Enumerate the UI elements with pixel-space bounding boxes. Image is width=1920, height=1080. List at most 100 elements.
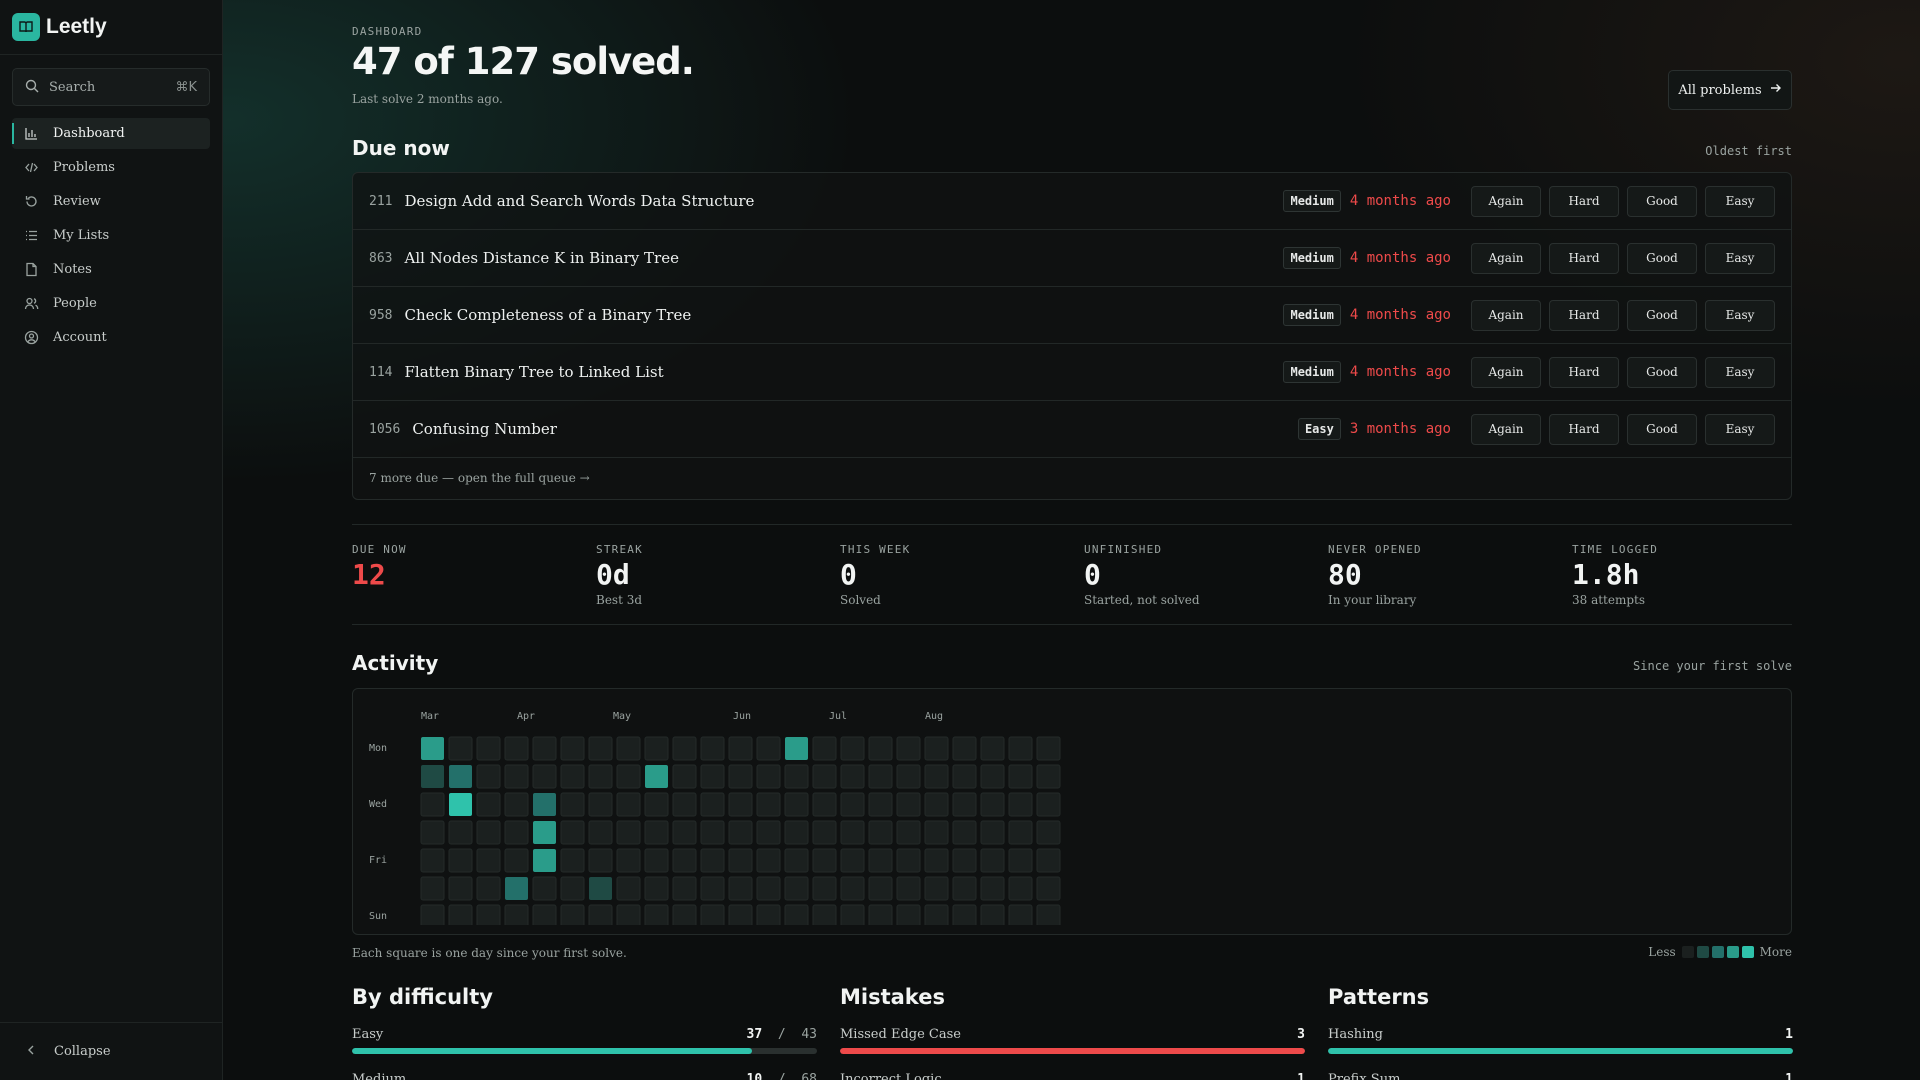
heatmap-day[interactable] bbox=[812, 904, 837, 925]
heatmap-day[interactable] bbox=[449, 765, 472, 788]
heatmap-day[interactable] bbox=[421, 765, 444, 788]
heatmap-day[interactable] bbox=[784, 820, 809, 845]
problem-title[interactable]: Flatten Binary Tree to Linked List bbox=[404, 363, 664, 381]
heatmap-day[interactable] bbox=[728, 848, 753, 873]
heatmap-day[interactable] bbox=[420, 904, 445, 925]
rate-again-button[interactable]: Again bbox=[1471, 299, 1541, 331]
due-sort-toggle[interactable]: Oldest first bbox=[1705, 144, 1792, 158]
heatmap-day[interactable] bbox=[952, 764, 977, 789]
heatmap-day[interactable] bbox=[896, 904, 921, 925]
heatmap-day[interactable] bbox=[644, 904, 669, 925]
heatmap-day[interactable] bbox=[1036, 820, 1061, 845]
heatmap-day[interactable] bbox=[756, 876, 781, 901]
sidebar-item-notes[interactable]: Notes bbox=[12, 254, 210, 285]
rate-hard-button[interactable]: Hard bbox=[1549, 299, 1619, 331]
heatmap-day[interactable] bbox=[672, 876, 697, 901]
pattern-row[interactable]: Hashing 1 bbox=[1328, 1027, 1793, 1054]
heatmap-day[interactable] bbox=[756, 848, 781, 873]
due-row[interactable]: 114 Flatten Binary Tree to Linked List Med… bbox=[353, 344, 1791, 401]
rate-easy-button[interactable]: Easy bbox=[1705, 299, 1775, 331]
heatmap-day[interactable] bbox=[588, 820, 613, 845]
heatmap-day[interactable] bbox=[532, 904, 557, 925]
heatmap-day[interactable] bbox=[1008, 848, 1033, 873]
heatmap-day[interactable] bbox=[476, 848, 501, 873]
heatmap-day[interactable] bbox=[504, 736, 529, 761]
heatmap-day[interactable] bbox=[1008, 792, 1033, 817]
heatmap-day[interactable] bbox=[448, 736, 473, 761]
heatmap-day[interactable] bbox=[588, 764, 613, 789]
problem-title[interactable]: Confusing Number bbox=[412, 420, 557, 438]
heatmap-day[interactable] bbox=[924, 820, 949, 845]
due-row[interactable]: 1056 Confusing Number Easy 3 months ago Agai… bbox=[353, 401, 1791, 458]
heatmap-day[interactable] bbox=[980, 736, 1005, 761]
heatmap-day[interactable] bbox=[980, 764, 1005, 789]
sidebar-item-review[interactable]: Review bbox=[12, 186, 210, 217]
heatmap-day[interactable] bbox=[868, 904, 893, 925]
pattern-row[interactable]: Prefix Sum 1 bbox=[1328, 1072, 1793, 1080]
heatmap-day[interactable] bbox=[980, 820, 1005, 845]
problem-title[interactable]: All Nodes Distance K in Binary Tree bbox=[404, 249, 679, 267]
rate-hard-button[interactable]: Hard bbox=[1549, 185, 1619, 217]
heatmap-day[interactable] bbox=[1008, 736, 1033, 761]
heatmap-day[interactable] bbox=[952, 876, 977, 901]
heatmap-day[interactable] bbox=[728, 736, 753, 761]
heatmap-day[interactable] bbox=[616, 764, 641, 789]
heatmap-day[interactable] bbox=[700, 792, 725, 817]
heatmap-day[interactable] bbox=[672, 820, 697, 845]
heatmap-day[interactable] bbox=[952, 736, 977, 761]
heatmap-day[interactable] bbox=[588, 736, 613, 761]
heatmap-day[interactable] bbox=[784, 904, 809, 925]
heatmap-day[interactable] bbox=[1036, 848, 1061, 873]
heatmap-day[interactable] bbox=[616, 848, 641, 873]
heatmap-day[interactable] bbox=[840, 848, 865, 873]
heatmap-day[interactable] bbox=[560, 792, 585, 817]
heatmap-day[interactable] bbox=[924, 764, 949, 789]
heatmap-day[interactable] bbox=[532, 764, 557, 789]
heatmap-day[interactable] bbox=[756, 764, 781, 789]
heatmap-day[interactable] bbox=[533, 821, 556, 844]
heatmap-day[interactable] bbox=[700, 876, 725, 901]
heatmap-day[interactable] bbox=[672, 904, 697, 925]
heatmap-day[interactable] bbox=[728, 876, 753, 901]
heatmap-day[interactable] bbox=[924, 736, 949, 761]
rate-easy-button[interactable]: Easy bbox=[1705, 413, 1775, 445]
heatmap-day[interactable] bbox=[840, 792, 865, 817]
heatmap-day[interactable] bbox=[924, 792, 949, 817]
heatmap-day[interactable] bbox=[1036, 876, 1061, 901]
heatmap-day[interactable] bbox=[505, 877, 528, 900]
heatmap-day[interactable] bbox=[896, 764, 921, 789]
rate-again-button[interactable]: Again bbox=[1471, 185, 1541, 217]
heatmap-day[interactable] bbox=[560, 764, 585, 789]
heatmap-day[interactable] bbox=[700, 848, 725, 873]
heatmap-day[interactable] bbox=[448, 876, 473, 901]
rate-good-button[interactable]: Good bbox=[1627, 299, 1697, 331]
heatmap-day[interactable] bbox=[616, 904, 641, 925]
problem-title[interactable]: Design Add and Search Words Data Structu… bbox=[404, 192, 755, 210]
heatmap-day[interactable] bbox=[448, 904, 473, 925]
heatmap-day[interactable] bbox=[420, 792, 445, 817]
heatmap-day[interactable] bbox=[924, 848, 949, 873]
heatmap-day[interactable] bbox=[700, 764, 725, 789]
heatmap-day[interactable] bbox=[840, 904, 865, 925]
heatmap-day[interactable] bbox=[644, 792, 669, 817]
heatmap-day[interactable] bbox=[868, 848, 893, 873]
heatmap-day[interactable] bbox=[645, 765, 668, 788]
heatmap-day[interactable] bbox=[449, 793, 472, 816]
heatmap-day[interactable] bbox=[672, 736, 697, 761]
heatmap-day[interactable] bbox=[588, 848, 613, 873]
heatmap-day[interactable] bbox=[476, 876, 501, 901]
heatmap-day[interactable] bbox=[644, 736, 669, 761]
heatmap-day[interactable] bbox=[896, 820, 921, 845]
heatmap-day[interactable] bbox=[1008, 764, 1033, 789]
heatmap-day[interactable] bbox=[1008, 820, 1033, 845]
search-input[interactable]: Search ⌘K bbox=[12, 68, 210, 106]
heatmap-day[interactable] bbox=[588, 904, 613, 925]
rate-again-button[interactable]: Again bbox=[1471, 242, 1541, 274]
collapse-button[interactable]: Collapse bbox=[0, 1022, 222, 1080]
heatmap-day[interactable] bbox=[812, 736, 837, 761]
heatmap-day[interactable] bbox=[560, 876, 585, 901]
open-queue-link[interactable]: 7 more due — open the full queue → bbox=[369, 471, 590, 485]
heatmap-day[interactable] bbox=[756, 904, 781, 925]
rate-good-button[interactable]: Good bbox=[1627, 185, 1697, 217]
heatmap-day[interactable] bbox=[476, 904, 501, 925]
